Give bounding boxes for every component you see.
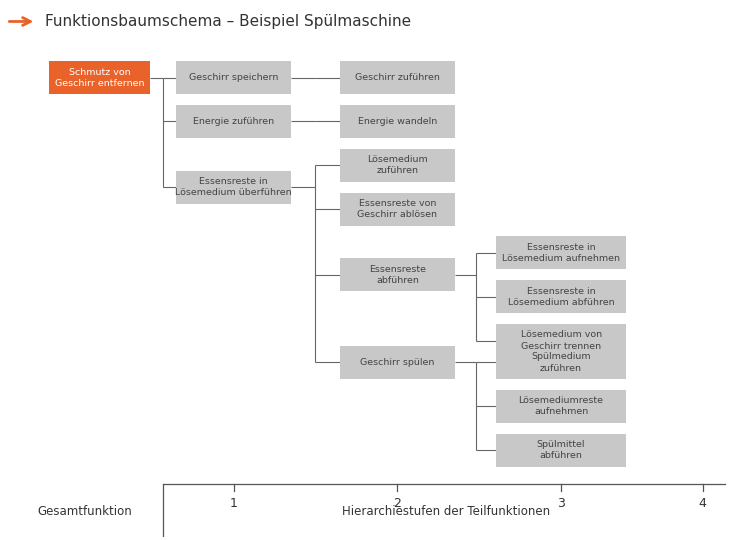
Text: Lösemediumreste
aufnehmen: Lösemediumreste aufnehmen: [518, 396, 604, 416]
FancyBboxPatch shape: [496, 280, 626, 313]
Text: 3: 3: [557, 497, 565, 510]
Text: Energie zuführen: Energie zuführen: [193, 117, 274, 126]
Text: Essensreste in
Lösemedium abführen: Essensreste in Lösemedium abführen: [508, 287, 614, 307]
Text: Geschirr speichern: Geschirr speichern: [189, 73, 278, 82]
FancyBboxPatch shape: [50, 61, 150, 94]
FancyBboxPatch shape: [340, 346, 455, 379]
Text: Essensreste von
Geschirr ablösen: Essensreste von Geschirr ablösen: [357, 199, 437, 219]
FancyBboxPatch shape: [176, 105, 291, 138]
Text: Essensreste in
Lösemedium überführen: Essensreste in Lösemedium überführen: [176, 177, 292, 197]
FancyBboxPatch shape: [340, 258, 455, 292]
Text: Essensreste in
Lösemedium aufnehmen: Essensreste in Lösemedium aufnehmen: [502, 243, 620, 263]
Text: Geschirr spülen: Geschirr spülen: [360, 358, 434, 367]
Text: Lösemedium von
Geschirr trennen: Lösemedium von Geschirr trennen: [520, 330, 602, 350]
Text: Spülmittel
abführen: Spülmittel abführen: [537, 440, 585, 460]
Text: 4: 4: [698, 497, 706, 510]
FancyBboxPatch shape: [340, 148, 455, 182]
FancyBboxPatch shape: [340, 61, 455, 94]
Text: Essensreste
abführen: Essensreste abführen: [369, 265, 426, 285]
Text: Gesamtfunktion: Gesamtfunktion: [38, 505, 132, 518]
Text: Spülmedium
zuführen: Spülmedium zuführen: [531, 353, 591, 373]
Text: Schmutz von
Geschirr entfernen: Schmutz von Geschirr entfernen: [55, 68, 144, 87]
FancyBboxPatch shape: [176, 61, 291, 94]
FancyBboxPatch shape: [340, 192, 455, 226]
Text: 2: 2: [394, 497, 401, 510]
Text: 1: 1: [230, 497, 238, 510]
FancyBboxPatch shape: [176, 171, 291, 204]
Text: Hierarchiestufen der Teilfunktionen: Hierarchiestufen der Teilfunktionen: [342, 505, 550, 518]
FancyBboxPatch shape: [496, 434, 626, 467]
FancyBboxPatch shape: [496, 324, 626, 357]
FancyBboxPatch shape: [496, 390, 626, 423]
Text: Energie wandeln: Energie wandeln: [358, 117, 437, 126]
Text: Funktionsbaumschema – Beispiel Spülmaschine: Funktionsbaumschema – Beispiel Spülmasch…: [45, 14, 411, 29]
FancyBboxPatch shape: [496, 346, 626, 379]
FancyBboxPatch shape: [340, 105, 455, 138]
Text: Geschirr zuführen: Geschirr zuführen: [355, 73, 440, 82]
FancyBboxPatch shape: [496, 237, 626, 269]
Text: Lösemedium
zuführen: Lösemedium zuführen: [367, 155, 428, 176]
